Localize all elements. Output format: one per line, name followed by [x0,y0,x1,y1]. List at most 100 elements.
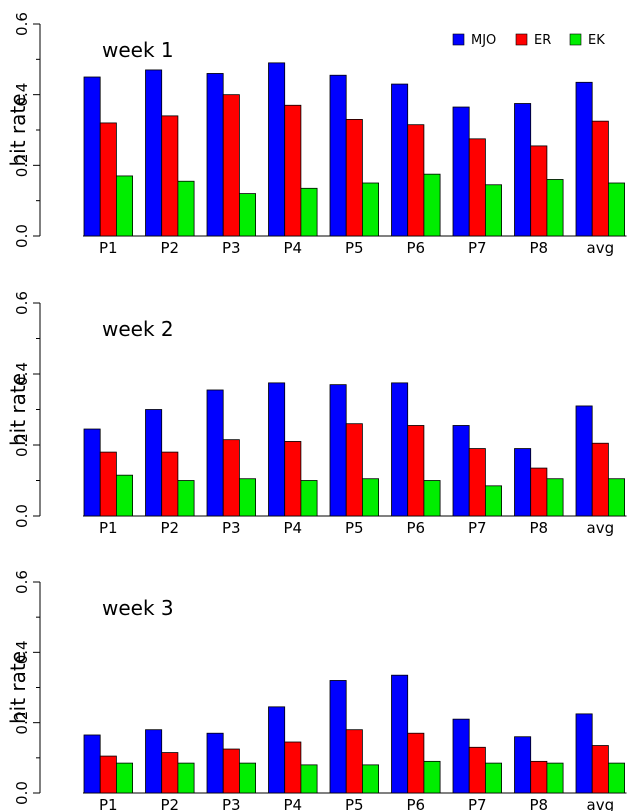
bar-ek-p5 [361,478,379,517]
bar-mjo-p1 [83,428,101,517]
bar-er-p3 [222,748,240,794]
bar-ek-p7 [484,762,502,794]
x-tick-label: avg [587,519,615,537]
x-tick-label: P7 [468,796,487,811]
panel-title: week 3 [102,596,174,620]
y-tick-label: 0.6 [13,291,31,315]
bar-ek-p3 [238,478,256,517]
bar-er-p1 [99,451,117,517]
bar-er-p3 [222,94,240,237]
bar-mjo-avg [575,81,593,237]
bar-er-p6 [407,124,425,237]
panel-title: week 2 [102,317,174,341]
bar-er-p4 [284,741,302,794]
bar-er-p6 [407,732,425,794]
bar-mjo-p5 [329,680,347,794]
x-tick-label: P2 [161,519,180,537]
x-tick-label: avg [587,796,615,811]
bar-ek-p3 [238,193,256,237]
bar-mjo-p3 [206,389,224,517]
bar-ek-p1 [116,175,134,237]
bar-mjo-p8 [514,448,532,517]
bar-er-avg [591,120,609,237]
x-tick-label: P8 [530,519,549,537]
bar-er-p5 [345,729,363,794]
bar-mjo-p3 [206,732,224,794]
x-tick-label: P4 [284,796,303,811]
bar-mjo-p6 [391,382,409,517]
x-tick-label: P5 [345,239,364,257]
y-tick-label: 0.4 [13,640,31,664]
bar-ek-p5 [361,182,379,237]
y-tick-label: 0.4 [13,83,31,107]
bar-mjo-p2 [145,729,163,794]
chart-legend: MJO ER EK [452,33,605,48]
bar-er-p5 [345,119,363,237]
bar-ek-p2 [177,480,195,517]
x-tick-label: P8 [530,796,549,811]
bar-er-p1 [99,122,117,237]
legend-swatch-er [515,33,528,46]
x-tick-label: P6 [407,239,426,257]
x-tick-label: P3 [222,239,241,257]
bar-ek-p6 [423,173,441,237]
panel-title: week 1 [102,38,174,62]
bar-er-p2 [161,752,179,794]
x-tick-label: avg [587,239,615,257]
x-tick-label: P5 [345,519,364,537]
bar-ek-p7 [484,485,502,517]
bar-ek-p8 [546,179,564,237]
bar-ek-p2 [177,762,195,794]
bar-mjo-p6 [391,674,409,794]
legend-label-ek: EK [588,33,605,48]
bar-mjo-p4 [268,382,286,517]
x-tick-label: P3 [222,519,241,537]
y-axis-title: hit rate [6,651,30,724]
bar-mjo-p5 [329,384,347,517]
bar-er-p1 [99,755,117,794]
x-tick-label: P6 [407,796,426,811]
bar-mjo-p1 [83,734,101,794]
bar-er-p4 [284,441,302,517]
bar-mjo-p4 [268,706,286,794]
bar-mjo-p1 [83,76,101,237]
x-tick-label: P2 [161,239,180,257]
y-tick-label: 0.2 [13,433,31,457]
bar-er-p7 [468,448,486,517]
bar-er-p8 [530,467,548,517]
bar-er-p5 [345,423,363,517]
bar-mjo-avg [575,405,593,517]
bar-ek-p6 [423,480,441,517]
y-tick-label: 0.0 [13,781,31,805]
y-tick-label: 0.6 [13,570,31,594]
bar-mjo-p2 [145,69,163,237]
y-tick-label: 0.0 [13,224,31,248]
bar-mjo-p7 [452,425,470,517]
y-tick-label: 0.2 [13,711,31,735]
bar-er-avg [591,745,609,794]
bar-mjo-p3 [206,73,224,237]
bar-mjo-p8 [514,103,532,237]
bar-mjo-p7 [452,106,470,237]
x-tick-label: P5 [345,796,364,811]
bar-ek-p1 [116,474,134,517]
bar-ek-p4 [300,187,318,237]
bar-mjo-p7 [452,718,470,794]
legend-swatch-mjo [452,33,465,46]
bar-mjo-p4 [268,62,286,237]
panel-week-2: 0.0 0.2 0.4 0.6 hit rate week 2 P1 P2 P3 P4 P5 P6 P7… [6,291,627,537]
bar-er-p7 [468,138,486,237]
bar-ek-p3 [238,762,256,794]
bar-ek-p8 [546,762,564,794]
x-tick-label: P3 [222,796,241,811]
bar-mjo-avg [575,713,593,794]
y-tick-label: 0.4 [13,362,31,386]
bar-ek-avg [608,762,626,794]
bar-er-p3 [222,439,240,517]
bar-ek-avg [608,182,626,237]
x-tick-label: P8 [530,239,549,257]
x-tick-label: P4 [284,239,303,257]
bar-ek-avg [608,478,626,517]
bar-ek-p1 [116,762,134,794]
